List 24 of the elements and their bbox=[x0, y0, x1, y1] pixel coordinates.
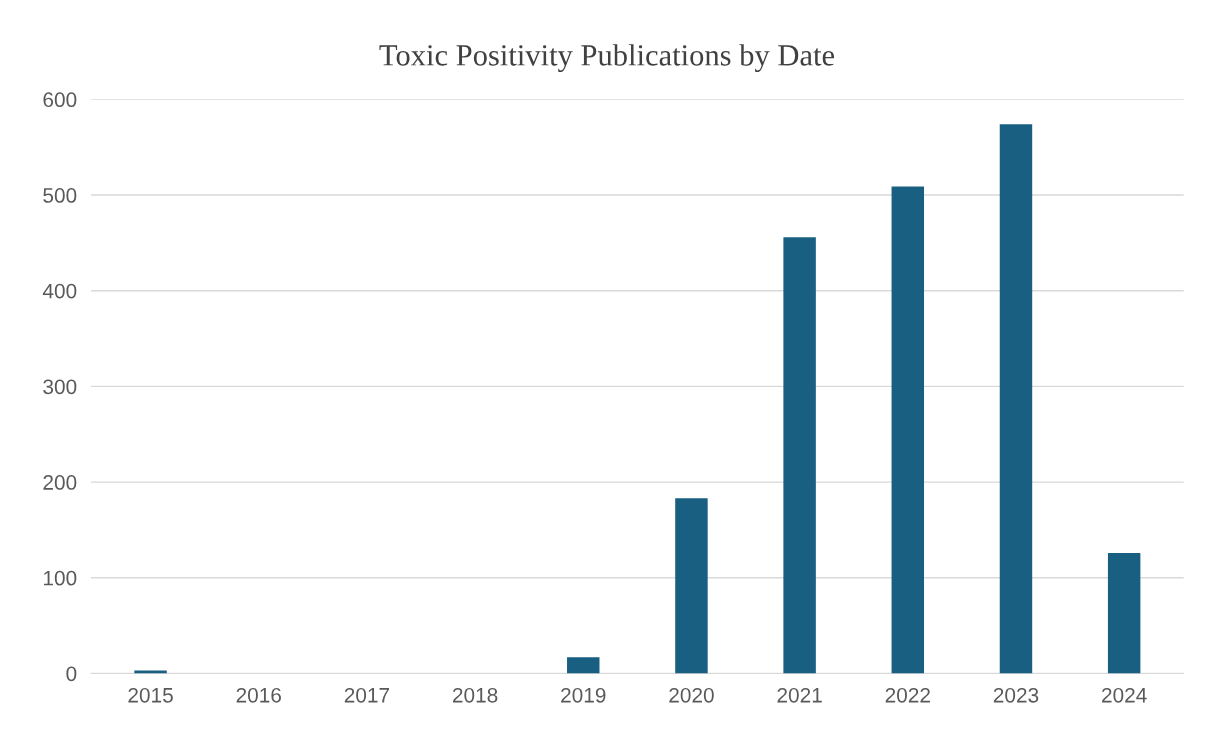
bar bbox=[783, 237, 816, 674]
chart-title: Toxic Positivity Publications by Date bbox=[379, 44, 835, 72]
x-tick-label: 2016 bbox=[236, 687, 281, 703]
bar bbox=[567, 657, 600, 674]
y-tick-label: 300 bbox=[43, 379, 77, 395]
x-tick-label: 2021 bbox=[777, 687, 822, 703]
x-tick-label: 2023 bbox=[993, 687, 1039, 703]
y-tick-label: 400 bbox=[42, 283, 77, 299]
x-tick-label: 2019 bbox=[561, 687, 606, 703]
y-tick-label: 500 bbox=[43, 188, 77, 203]
bar bbox=[1107, 552, 1141, 674]
bar bbox=[675, 498, 708, 674]
x-tick-label: 2024 bbox=[1102, 687, 1147, 703]
y-tick-label: 0 bbox=[66, 666, 77, 682]
x-tick-label: 2017 bbox=[344, 687, 390, 703]
x-tick-label: 2018 bbox=[452, 687, 498, 703]
x-tick-label: 2020 bbox=[669, 687, 714, 703]
bar bbox=[891, 186, 925, 674]
bar bbox=[999, 124, 1033, 674]
x-tick-label: 2022 bbox=[885, 687, 930, 703]
y-tick-label: 100 bbox=[43, 570, 77, 586]
x-tick-label: 2015 bbox=[128, 687, 173, 703]
y-tick-label: 600 bbox=[43, 92, 77, 108]
y-tick-label: 200 bbox=[43, 475, 77, 490]
